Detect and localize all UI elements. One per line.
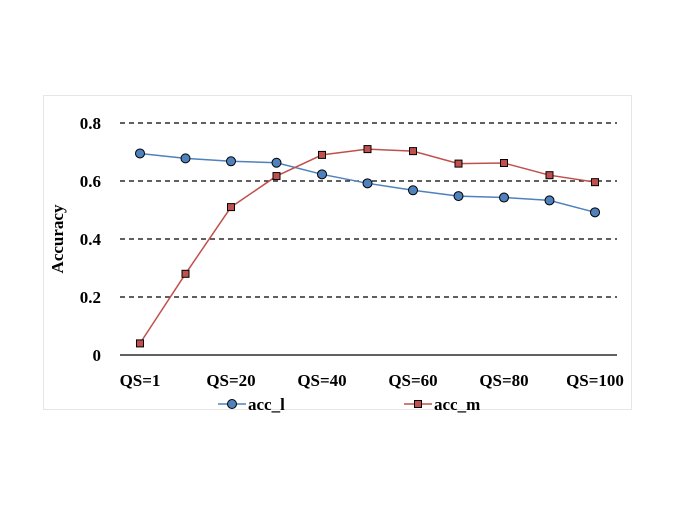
x-tick-labels: QS=1 QS=20 QS=40 QS=60 QS=80 QS=100: [120, 371, 624, 390]
point-acc-l: [544, 195, 555, 206]
point-acc-l: [180, 153, 191, 164]
legend: acc_l acc_m: [218, 395, 480, 414]
point-acc-m: [318, 150, 326, 159]
y-tick-labels: 0 0.2 0.4 0.6 0.8: [80, 114, 102, 365]
legend-marker: [227, 399, 237, 409]
point-acc-l: [453, 191, 464, 202]
point-acc-l: [362, 178, 373, 189]
point-acc-l: [226, 156, 236, 167]
y-tick-label: 0.2: [80, 288, 101, 307]
x-tick-label: QS=1: [120, 371, 161, 390]
y-axis-title: Accuracy: [48, 204, 67, 273]
gridlines: [120, 122, 617, 298]
legend-item-acc-l: acc_l: [218, 395, 285, 414]
legend-label: acc_l: [248, 395, 285, 414]
point-acc-m: [591, 178, 599, 187]
point-acc-m: [181, 269, 190, 278]
point-acc-l: [135, 148, 145, 159]
legend-marker: [414, 400, 422, 408]
x-tick-label: QS=40: [297, 371, 346, 390]
point-acc-m: [500, 159, 508, 168]
point-acc-l: [590, 207, 600, 218]
point-acc-l: [408, 185, 418, 196]
point-acc-m: [363, 145, 372, 154]
point-acc-l: [271, 157, 282, 168]
x-tick-label: QS=20: [206, 371, 255, 390]
y-tick-label: 0: [93, 346, 102, 365]
legend-label: acc_m: [434, 395, 480, 414]
x-tick-label: QS=60: [388, 371, 437, 390]
point-acc-m: [136, 339, 144, 348]
legend-item-acc-m: acc_m: [404, 395, 480, 414]
y-tick-label: 0.6: [80, 172, 101, 191]
point-acc-m: [545, 171, 554, 180]
series-line-acc-m: [139, 148, 596, 344]
x-tick-label: QS=100: [566, 371, 624, 390]
point-acc-m: [409, 147, 417, 156]
chart-frame: [43, 95, 632, 410]
series-lines: [139, 148, 596, 344]
y-tick-label: 0.4: [80, 230, 102, 249]
point-acc-m: [227, 203, 235, 212]
point-acc-m: [272, 172, 281, 181]
point-acc-m: [454, 159, 463, 168]
point-acc-l: [317, 169, 327, 180]
point-acc-l: [499, 192, 509, 203]
y-tick-label: 0.8: [80, 114, 101, 133]
series-markers: [135, 145, 600, 348]
x-tick-label: QS=80: [479, 371, 528, 390]
